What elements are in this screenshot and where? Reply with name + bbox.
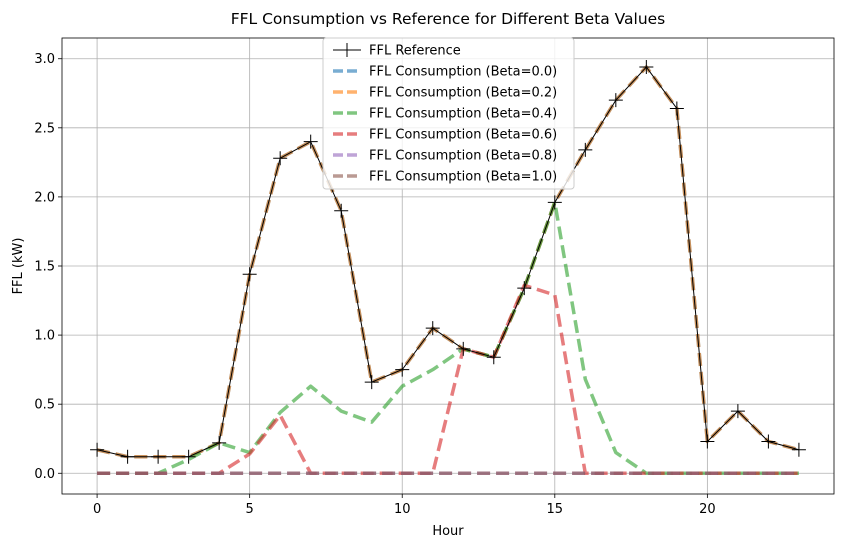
series-line-reference [96, 66, 800, 458]
reference-plus-marker [151, 449, 166, 464]
legend: FFL Reference FFL Consumption (Beta=0.0) F… [322, 37, 575, 190]
y-tick-label: 1.5 [34, 260, 55, 275]
reference-plus-marker [303, 134, 318, 149]
reference-plus-marker [364, 375, 379, 390]
series-line-beta-4 [97, 283, 799, 476]
x-tick-label: 15 [547, 502, 564, 517]
reference-plus-marker [578, 142, 593, 157]
y-tick-label: 2.5 [34, 121, 55, 136]
reference-plus-marker [273, 151, 288, 166]
reference-plus-marker [181, 449, 196, 464]
x-tick-label: 20 [699, 502, 716, 517]
axis-ticks: 0 5 10 15 20 0.0 0.5 1.0 1.5 2.0 2.5 3.0 [34, 52, 715, 517]
reference-plus-marker [639, 60, 654, 75]
y-axis-label: FFL (kW) [11, 238, 26, 295]
x-tick-label: 5 [246, 502, 254, 517]
reference-plus-marker [547, 195, 562, 210]
legend-box [322, 37, 575, 190]
reference-plus-marker [456, 341, 471, 356]
reference-plus-marker [486, 350, 501, 365]
legend-label: FFL Consumption (Beta=0.6) [369, 128, 557, 143]
y-tick-label: 0.0 [34, 467, 55, 482]
reference-plus-marker [395, 362, 410, 377]
legend-marker-reference [340, 43, 354, 57]
chart-title: FFL Consumption vs Reference for Differe… [231, 10, 666, 28]
reference-plus-marker [761, 434, 776, 449]
legend-label: FFL Consumption (Beta=0.8) [369, 149, 557, 164]
x-axis-label: Hour [432, 524, 464, 539]
reference-plus-marker [90, 442, 105, 457]
legend-label: FFL Consumption (Beta=1.0) [369, 170, 557, 185]
reference-plus-marker [517, 281, 532, 296]
reference-plus-marker [730, 404, 745, 419]
reference-plus-marker [669, 101, 684, 116]
reference-plus-marker [212, 435, 227, 450]
legend-label: FFL Reference [369, 44, 461, 59]
y-tick-label: 0.5 [34, 398, 55, 413]
reference-plus-marker [242, 267, 257, 282]
reference-plus-marker [425, 321, 440, 336]
reference-plus-marker [120, 449, 135, 464]
legend-label: FFL Consumption (Beta=0.0) [369, 65, 557, 80]
reference-plus-marker [791, 442, 806, 457]
x-tick-label: 0 [93, 502, 101, 517]
x-tick-label: 10 [394, 502, 411, 517]
legend-label: FFL Consumption (Beta=0.4) [369, 107, 557, 122]
reference-plus-marker [608, 93, 623, 108]
series-layer [90, 60, 806, 476]
reference-plus-marker [334, 203, 349, 218]
y-tick-label: 2.0 [34, 190, 55, 205]
legend-label: FFL Consumption (Beta=0.2) [369, 86, 557, 101]
reference-plus-marker [700, 434, 715, 449]
y-tick-label: 3.0 [34, 52, 55, 67]
y-tick-label: 1.0 [34, 329, 55, 344]
